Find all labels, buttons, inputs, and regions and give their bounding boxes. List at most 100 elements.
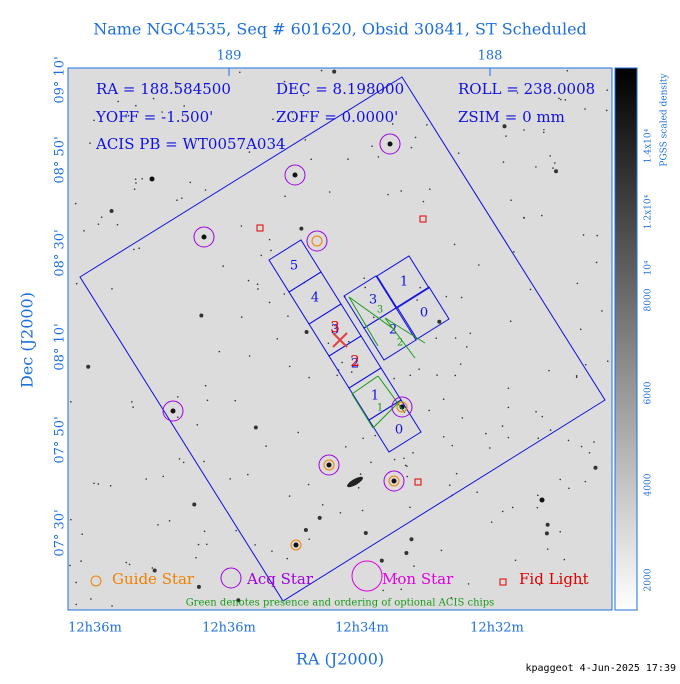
star (271, 550, 273, 552)
pointing-info: ZSIM = 0 mm (458, 108, 565, 126)
star (580, 445, 583, 448)
star (507, 406, 510, 409)
pointing-info: DEC = 8.198000 (276, 80, 404, 98)
star (370, 461, 372, 464)
left-tick-label: 08° 30' (53, 229, 68, 276)
pointing-info: YOFF = -1.500' (95, 108, 213, 126)
star (552, 167, 554, 169)
star (559, 478, 561, 481)
star (413, 565, 415, 567)
star (347, 340, 350, 343)
star (454, 337, 457, 339)
bottom-tick-label: 12h32m (470, 621, 524, 636)
star (371, 145, 373, 147)
star (326, 462, 332, 468)
star (218, 350, 221, 353)
star (409, 537, 414, 542)
star (145, 478, 148, 480)
star (161, 111, 163, 113)
star (502, 161, 505, 163)
star (540, 214, 543, 217)
star (584, 108, 586, 110)
chip-label: 5 (290, 259, 298, 274)
star (410, 146, 413, 149)
star (588, 452, 591, 454)
star (100, 216, 103, 218)
star (579, 328, 582, 331)
star (507, 436, 510, 439)
legend-entry: Fid Light (519, 570, 589, 588)
star (111, 605, 113, 607)
star (253, 425, 258, 430)
star (568, 487, 570, 490)
star (307, 483, 310, 486)
star (596, 234, 599, 237)
star (393, 377, 395, 380)
star (501, 425, 504, 427)
pointing-info: ACIS PB = WT0057A034 (95, 135, 286, 153)
star (117, 100, 119, 103)
star (236, 598, 241, 603)
chip-label: 0 (395, 423, 403, 438)
star (162, 475, 165, 478)
star (509, 320, 512, 323)
star (75, 603, 78, 606)
star (350, 371, 353, 373)
star (69, 564, 71, 567)
star (199, 313, 204, 318)
star (283, 80, 286, 83)
chip-label: 2 (351, 357, 359, 372)
star (543, 128, 545, 131)
star (310, 158, 313, 161)
star (511, 506, 514, 509)
star (442, 398, 445, 400)
star (131, 401, 133, 403)
star (450, 596, 453, 599)
star (332, 69, 337, 74)
star (345, 446, 347, 448)
star (206, 399, 209, 402)
chip-label: 4 (311, 291, 319, 306)
star (196, 584, 201, 589)
star (542, 131, 545, 134)
left-tick-label: 08° 50' (53, 136, 68, 183)
star (157, 523, 159, 526)
star (116, 223, 119, 226)
star (535, 166, 537, 168)
star (546, 548, 549, 550)
left-tick-label: 08° 10' (53, 323, 68, 370)
star (364, 286, 367, 289)
bottom-tick-label: 12h34m (335, 621, 389, 636)
star (317, 515, 322, 520)
star (595, 261, 598, 264)
star (501, 510, 504, 513)
star (97, 483, 100, 485)
star (459, 363, 462, 365)
star (133, 188, 136, 191)
star (152, 97, 155, 100)
legend-entry: Guide Star (112, 570, 195, 588)
star (90, 598, 92, 600)
star (593, 465, 598, 470)
chip-label: 3 (330, 318, 340, 336)
star (549, 429, 552, 431)
star (476, 491, 478, 493)
star (168, 519, 171, 522)
star (393, 458, 396, 461)
chip-label: 3 (377, 305, 383, 316)
chip-label: 3 (331, 323, 339, 338)
star (328, 191, 331, 193)
star (377, 156, 380, 158)
star (404, 464, 407, 467)
star (437, 319, 442, 324)
chip-label: 1 (371, 389, 379, 404)
star (451, 444, 454, 447)
bottom-tick-label: 12h36m (202, 621, 256, 636)
star (544, 531, 549, 536)
star (288, 365, 291, 368)
star (391, 123, 394, 125)
star (195, 556, 197, 559)
star (176, 199, 178, 202)
star (490, 521, 493, 523)
